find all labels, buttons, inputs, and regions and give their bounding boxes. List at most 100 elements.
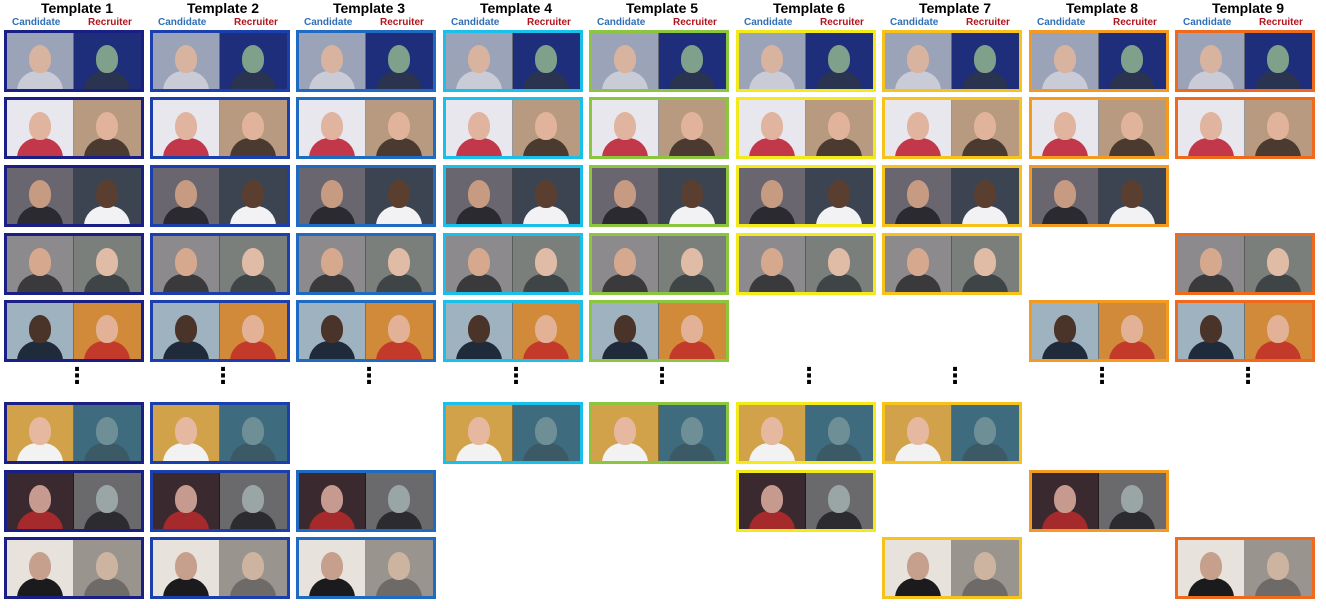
recruiter-video-frame <box>1099 168 1166 224</box>
recruiter-video-frame <box>513 405 580 461</box>
recruiter-label: Recruiter <box>234 17 278 28</box>
candidate-face <box>175 417 197 445</box>
recruiter-video-frame <box>74 303 141 359</box>
frame-divider <box>951 33 952 89</box>
candidate-video-frame <box>1178 540 1245 596</box>
recruiter-torso <box>669 443 715 461</box>
recruiter-torso <box>816 443 862 461</box>
interview-video-pair <box>882 165 1022 227</box>
recruiter-face <box>242 417 264 445</box>
interview-video-pair <box>4 470 144 532</box>
ellipsis-marker: ⋮ <box>651 363 673 388</box>
candidate-video-frame <box>885 405 952 461</box>
recruiter-face <box>535 248 557 276</box>
interview-video-pair <box>882 97 1022 159</box>
candidate-torso <box>163 511 209 529</box>
recruiter-torso <box>669 71 715 89</box>
frame-divider <box>658 405 659 461</box>
frame-divider <box>365 236 366 292</box>
recruiter-video-frame <box>513 100 580 156</box>
candidate-face <box>321 552 343 580</box>
recruiter-face <box>828 417 850 445</box>
candidate-torso <box>602 206 648 224</box>
ellipsis-marker: ⋮ <box>358 363 380 388</box>
recruiter-face <box>1267 248 1289 276</box>
interview-video-pair <box>150 470 290 532</box>
recruiter-video-frame <box>659 100 726 156</box>
recruiter-label: Recruiter <box>527 17 571 28</box>
recruiter-torso <box>523 138 569 156</box>
candidate-torso <box>17 511 63 529</box>
recruiter-video-frame <box>220 540 287 596</box>
recruiter-torso <box>230 341 276 359</box>
recruiter-torso <box>669 274 715 292</box>
candidate-face <box>761 485 783 513</box>
candidate-face <box>907 45 929 73</box>
interview-video-pair <box>150 233 290 295</box>
candidate-video-frame <box>446 303 513 359</box>
recruiter-video-frame <box>220 168 287 224</box>
candidate-torso <box>309 206 355 224</box>
interview-video-pair <box>589 402 729 464</box>
recruiter-face <box>974 45 996 73</box>
recruiter-label: Recruiter <box>380 17 424 28</box>
interview-video-pair <box>589 233 729 295</box>
candidate-face <box>907 112 929 140</box>
frame-divider <box>951 405 952 461</box>
recruiter-video-frame <box>806 405 873 461</box>
candidate-face <box>1200 248 1222 276</box>
frame-divider <box>512 405 513 461</box>
frame-divider <box>365 303 366 359</box>
interview-video-pair <box>443 233 583 295</box>
candidate-label: Candidate <box>1037 17 1086 28</box>
candidate-face <box>175 112 197 140</box>
candidate-video-frame <box>1178 33 1245 89</box>
interview-video-pair <box>1175 233 1315 295</box>
frame-divider <box>805 405 806 461</box>
candidate-face <box>761 417 783 445</box>
candidate-video-frame <box>153 405 220 461</box>
recruiter-video-frame <box>806 33 873 89</box>
recruiter-torso <box>230 274 276 292</box>
recruiter-face <box>242 112 264 140</box>
frame-divider <box>512 100 513 156</box>
candidate-face <box>321 485 343 513</box>
recruiter-video-frame <box>659 168 726 224</box>
candidate-video-frame <box>885 33 952 89</box>
frame-divider <box>512 33 513 89</box>
frame-divider <box>1098 100 1099 156</box>
interview-video-pair <box>736 97 876 159</box>
recruiter-torso <box>376 138 422 156</box>
frame-divider <box>365 100 366 156</box>
candidate-face <box>175 315 197 343</box>
candidate-label: Candidate <box>597 17 646 28</box>
ellipsis-marker: ⋮ <box>944 363 966 388</box>
candidate-face <box>1054 315 1076 343</box>
recruiter-video-frame <box>74 168 141 224</box>
candidate-video-frame <box>446 236 513 292</box>
recruiter-video-frame <box>952 236 1019 292</box>
candidate-torso <box>602 71 648 89</box>
interview-video-pair <box>150 97 290 159</box>
candidate-video-frame <box>446 33 513 89</box>
recruiter-face <box>535 180 557 208</box>
candidate-torso <box>602 138 648 156</box>
candidate-face <box>29 552 51 580</box>
frame-divider <box>219 236 220 292</box>
recruiter-torso <box>84 511 130 529</box>
recruiter-face <box>1267 112 1289 140</box>
frame-divider <box>1244 33 1245 89</box>
interview-video-pair <box>736 402 876 464</box>
interview-video-pair <box>1175 537 1315 599</box>
candidate-video-frame <box>299 33 366 89</box>
candidate-torso <box>163 71 209 89</box>
recruiter-face <box>1121 45 1143 73</box>
frame-divider <box>73 540 74 596</box>
recruiter-face <box>1267 45 1289 73</box>
recruiter-torso <box>1255 71 1301 89</box>
candidate-torso <box>895 578 941 596</box>
candidate-face <box>468 180 490 208</box>
candidate-video-frame <box>7 303 74 359</box>
frame-divider <box>1244 236 1245 292</box>
recruiter-face <box>96 45 118 73</box>
